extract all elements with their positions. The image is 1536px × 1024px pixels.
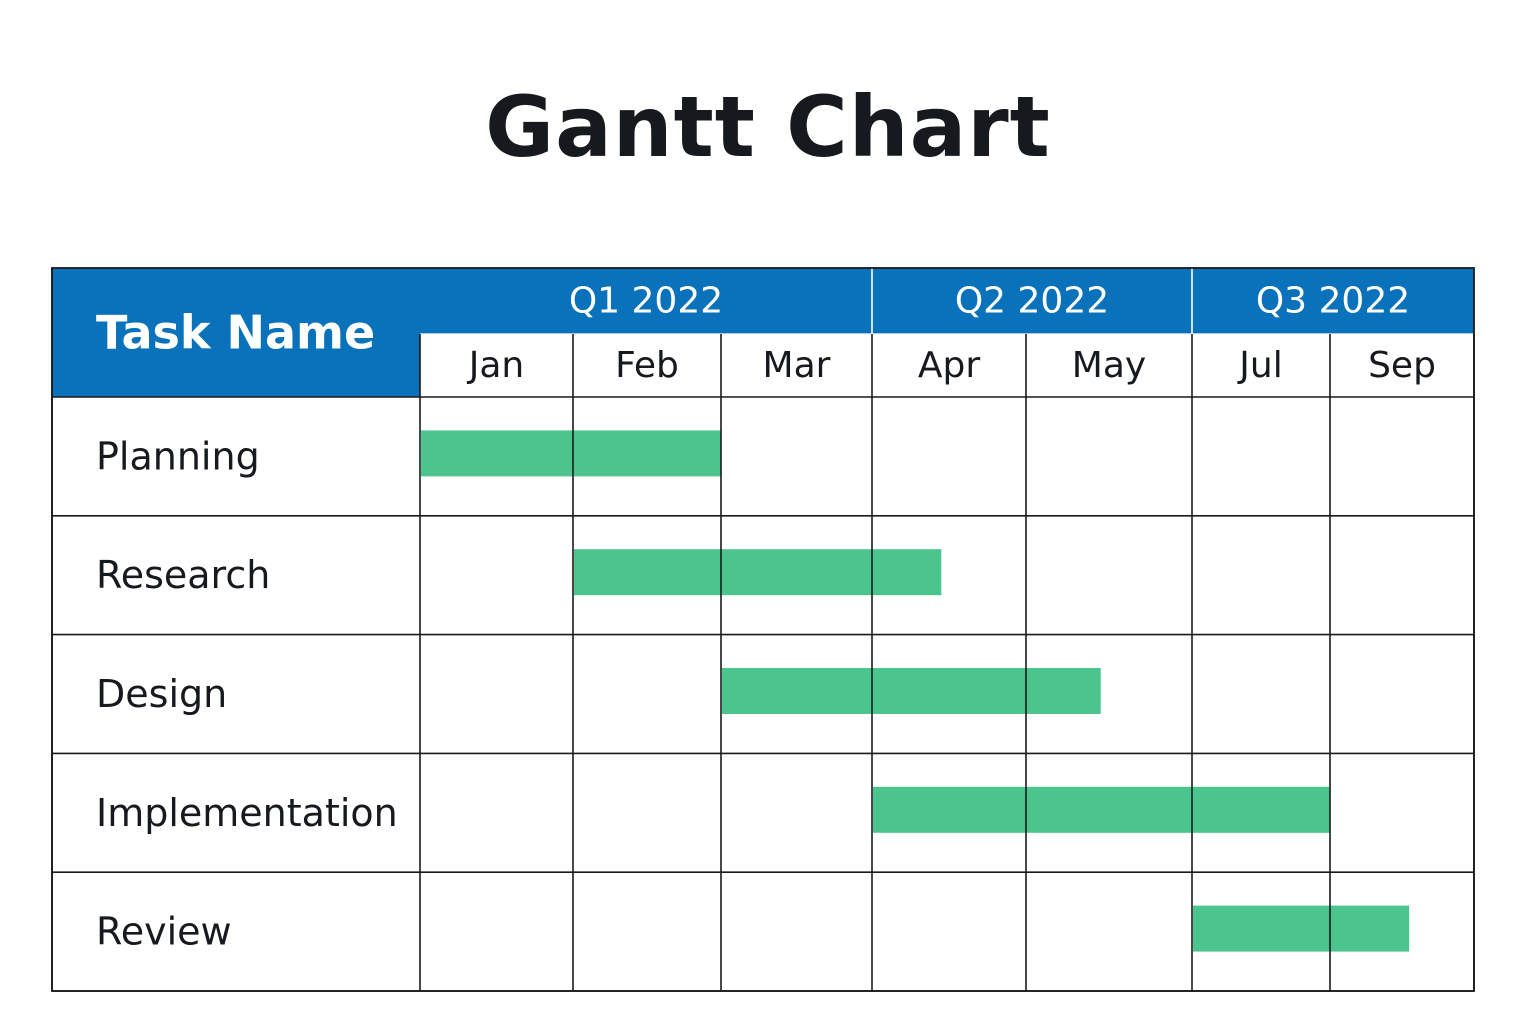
month-label: Jan xyxy=(467,345,525,386)
month-label: Apr xyxy=(918,345,980,386)
task-name: Research xyxy=(96,553,270,597)
task-header-cell xyxy=(52,268,420,397)
task-name: Review xyxy=(96,910,232,954)
task-bar xyxy=(421,430,721,477)
task-bar xyxy=(722,668,1101,714)
task-name: Design xyxy=(96,672,227,716)
task-bar xyxy=(1193,905,1410,952)
month-label: Feb xyxy=(615,345,679,386)
quarter-header-band xyxy=(420,268,1474,334)
task-bar xyxy=(873,786,1330,833)
task-name: Planning xyxy=(96,434,260,478)
quarter-label: Q3 2022 xyxy=(1256,281,1410,322)
month-label: Jul xyxy=(1237,345,1282,386)
month-label: Sep xyxy=(1368,345,1436,386)
task-bar xyxy=(574,549,942,596)
month-label: May xyxy=(1072,345,1146,386)
task-name: Implementation xyxy=(96,791,398,835)
month-label: Mar xyxy=(763,345,831,386)
task-name-header: Task Name xyxy=(96,306,375,360)
page-title: Gantt Chart xyxy=(485,78,1051,176)
quarter-label: Q1 2022 xyxy=(569,281,723,322)
quarter-label: Q2 2022 xyxy=(955,281,1109,322)
